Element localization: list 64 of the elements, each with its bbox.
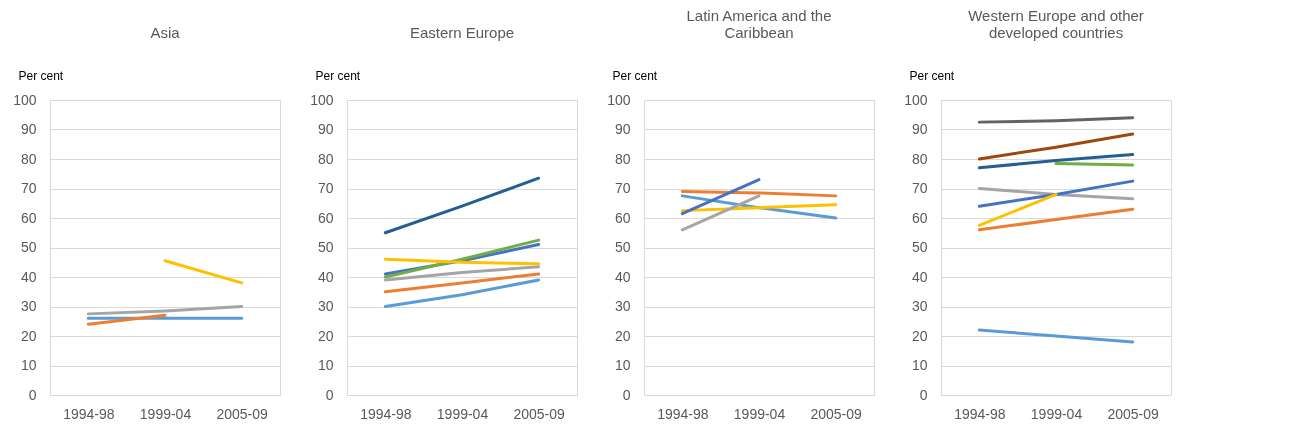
x-tick-label: 1999-04 xyxy=(436,405,489,422)
y-tick-label: 60 xyxy=(20,209,37,226)
x-tick-label: 2005-09 xyxy=(810,405,863,422)
y-tick-label: 70 xyxy=(614,180,631,196)
y-tick-label: 100 xyxy=(13,91,37,108)
y-tick-label: 90 xyxy=(614,121,631,137)
y-tick-label: 30 xyxy=(911,298,928,314)
y-tick-label: 10 xyxy=(614,357,631,373)
y-tick-label: 50 xyxy=(911,239,928,255)
y-tick-label: 50 xyxy=(20,239,37,255)
y-tick-label: 40 xyxy=(911,268,928,285)
chart-title: Latin America and the Caribbean xyxy=(686,7,832,41)
y-tick-label: 0 xyxy=(28,386,37,403)
y-tick-label: 40 xyxy=(614,268,631,285)
y-tick-label: 90 xyxy=(317,121,334,137)
x-tick-label: 1999-04 xyxy=(139,405,192,422)
x-tick-label: 1999-04 xyxy=(733,405,786,422)
y-tick-label: 0 xyxy=(325,386,334,403)
y-tick-label: 80 xyxy=(614,150,631,167)
y-tick-label: 90 xyxy=(911,121,928,137)
y-tick-label: 10 xyxy=(317,357,334,373)
y-tick-label: 30 xyxy=(317,298,334,314)
y-axis-title: Per cent xyxy=(612,68,658,83)
x-tick-label: 1994-98 xyxy=(954,405,1006,422)
y-tick-label: 100 xyxy=(904,91,928,108)
y-tick-label: 100 xyxy=(607,91,631,108)
y-tick-label: 50 xyxy=(614,239,631,255)
y-axis-title: Per cent xyxy=(18,68,64,83)
x-tick-label: 1999-04 xyxy=(1030,405,1083,422)
y-tick-label: 70 xyxy=(20,180,37,196)
x-tick-label: 2005-09 xyxy=(216,405,269,422)
y-tick-label: 0 xyxy=(622,386,631,403)
y-tick-label: 50 xyxy=(317,239,334,255)
y-tick-label: 40 xyxy=(20,268,37,285)
y-tick-label: 40 xyxy=(317,268,334,285)
x-tick-label: 2005-09 xyxy=(513,405,566,422)
y-tick-label: 0 xyxy=(919,386,928,403)
y-tick-label: 60 xyxy=(317,209,334,226)
y-tick-label: 80 xyxy=(20,150,37,167)
chart-title: Asia xyxy=(150,24,181,41)
x-tick-label: 1994-98 xyxy=(657,405,709,422)
y-tick-label: 20 xyxy=(317,327,334,344)
y-tick-label: 20 xyxy=(911,327,928,344)
y-tick-label: 90 xyxy=(20,121,37,137)
x-tick-label: 2005-09 xyxy=(1107,405,1160,422)
x-tick-label: 1994-98 xyxy=(63,405,115,422)
chart-title: Eastern Europe xyxy=(409,24,515,41)
y-tick-label: 70 xyxy=(317,180,334,196)
y-tick-label: 70 xyxy=(911,180,928,196)
y-tick-label: 30 xyxy=(20,298,37,314)
y-tick-label: 30 xyxy=(614,298,631,314)
y-tick-label: 20 xyxy=(20,327,37,344)
y-axis-title: Per cent xyxy=(909,68,955,83)
y-tick-label: 80 xyxy=(911,150,928,167)
chart-title: Western Europe and other developed countries xyxy=(968,7,1144,41)
y-tick-label: 100 xyxy=(310,91,334,108)
y-tick-label: 80 xyxy=(317,150,334,167)
y-tick-label: 20 xyxy=(614,327,631,344)
y-tick-label: 60 xyxy=(614,209,631,226)
y-tick-label: 60 xyxy=(911,209,928,226)
x-tick-label: 1994-98 xyxy=(360,405,412,422)
y-tick-label: 10 xyxy=(20,357,37,373)
y-tick-label: 10 xyxy=(911,357,928,373)
y-axis-title: Per cent xyxy=(315,68,361,83)
